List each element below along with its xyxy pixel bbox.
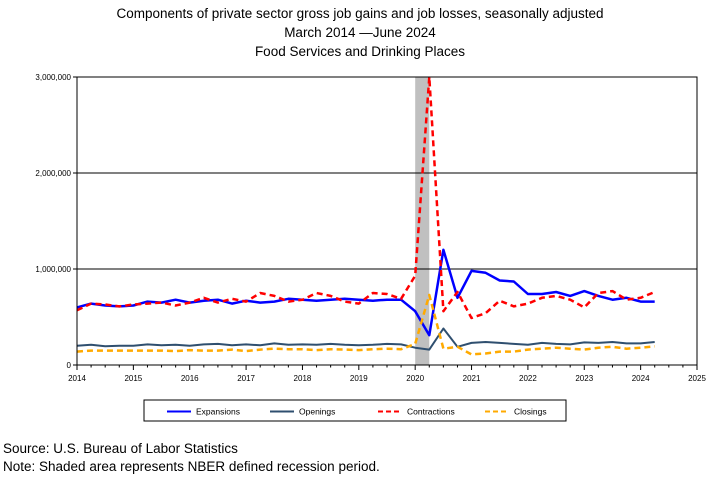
source-note: Source: U.S. Bureau of Labor Statistics <box>3 441 238 456</box>
legend-box <box>143 399 567 422</box>
y-tick-label: 0 <box>67 361 72 370</box>
recession-note: Note: Shaded area represents NBER define… <box>3 459 380 474</box>
x-tick-label: 2016 <box>181 374 199 383</box>
series-line-closings <box>76 293 655 356</box>
x-tick-label: 2025 <box>688 374 706 383</box>
line-chart: 0 1,000,000 2,000,000 3,000,000 2014 2015 2016… <box>35 73 706 422</box>
legend-label-openings: Openings <box>299 407 335 417</box>
x-tick-label: 2019 <box>350 374 368 383</box>
chart-title: Components of private sector gross job g… <box>116 6 604 21</box>
x-tick-label: 2014 <box>68 374 86 383</box>
x-tick-label: 2021 <box>463 374 481 383</box>
x-tick-label: 2022 <box>519 374 537 383</box>
series-line-expansions <box>76 248 655 337</box>
recession-band <box>415 77 430 365</box>
chart-subtitle-dates: March 2014 —June 2024 <box>284 25 436 40</box>
legend-label-contractions: Contractions <box>407 407 455 417</box>
x-tick-label: 2023 <box>575 374 593 383</box>
y-tick-label: 3,000,000 <box>35 73 71 82</box>
plot-frame <box>76 76 698 366</box>
chart-subtitle-industry: Food Services and Drinking Places <box>254 44 466 59</box>
y-tick-label: 1,000,000 <box>35 265 71 274</box>
x-tick-label: 2017 <box>237 374 255 383</box>
x-tick-label: 2024 <box>632 374 650 383</box>
legend-label-closings: Closings <box>514 407 547 417</box>
series-line-openings <box>76 327 655 351</box>
series-line-contractions <box>76 75 656 320</box>
x-tick-label: 2018 <box>294 374 312 383</box>
legend-label-expansions: Expansions <box>196 407 240 417</box>
x-tick-label: 2015 <box>124 374 142 383</box>
y-tick-label: 2,000,000 <box>35 169 71 178</box>
x-tick-label: 2020 <box>406 374 424 383</box>
